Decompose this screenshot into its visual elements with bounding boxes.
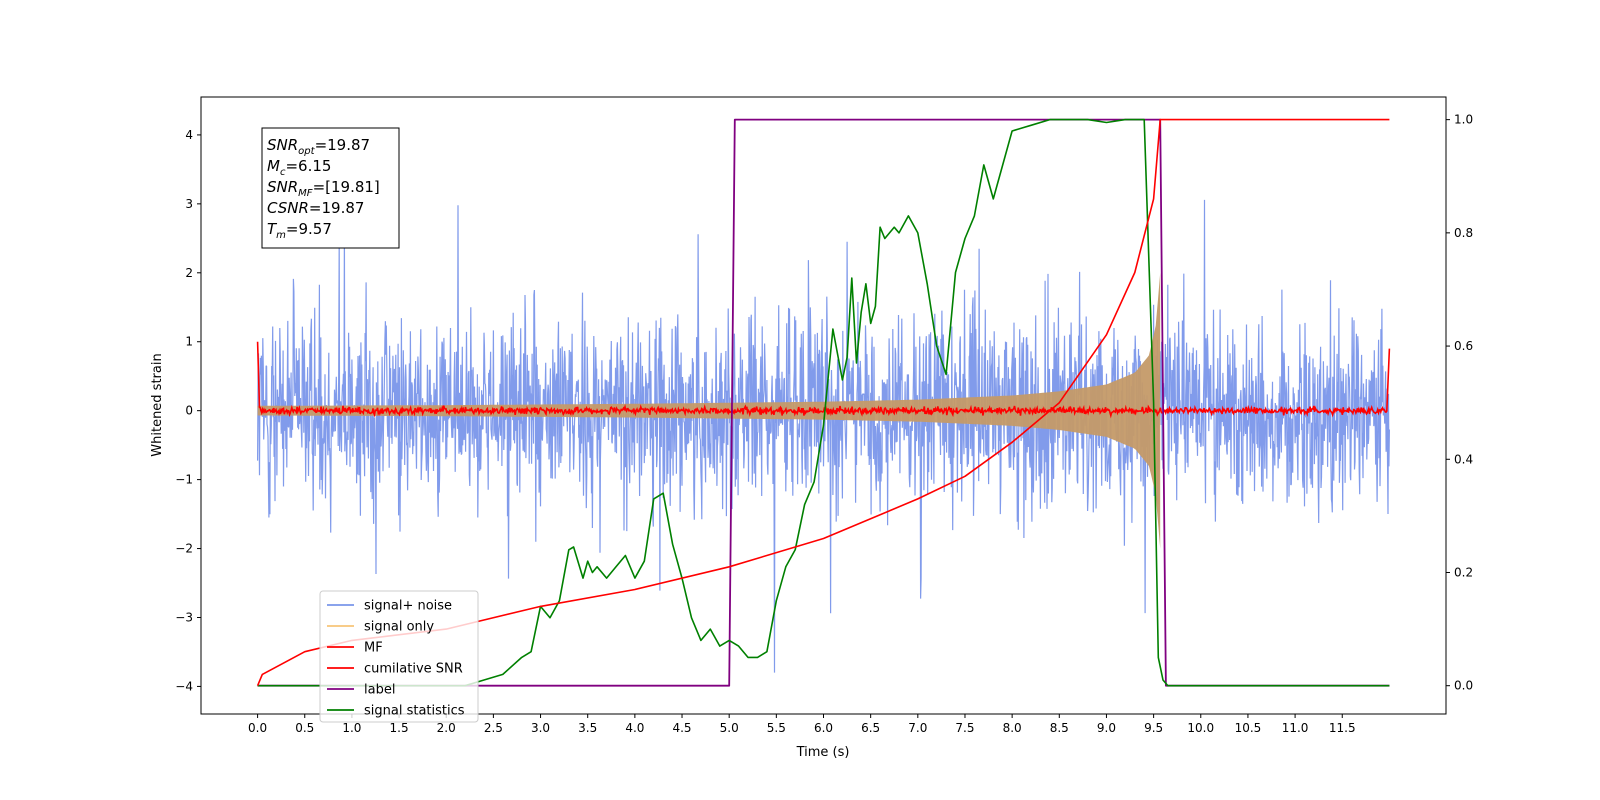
y-tick-label-left: 1 <box>185 335 193 349</box>
x-tick-label: 9.5 <box>1144 721 1163 735</box>
series-signal-only <box>257 272 1161 549</box>
x-tick-label: 0.5 <box>295 721 314 735</box>
x-tick-label: 9.0 <box>1097 721 1116 735</box>
x-tick-label: 7.0 <box>908 721 927 735</box>
y-tick-label-left: −3 <box>175 610 193 624</box>
y-tick-label-left: 4 <box>185 128 193 142</box>
legend-frame <box>319 590 479 723</box>
y-axis-left: −4 −3 −2 −1 0 1 2 3 4 <box>175 128 201 693</box>
series-signal-noise <box>257 199 1390 673</box>
y-tick-label-left: −4 <box>175 679 193 693</box>
x-tick-label: 6.0 <box>814 721 833 735</box>
y-tick-label-right: 0.8 <box>1454 226 1473 240</box>
legend-item-label: label <box>364 683 395 698</box>
x-tick-label: 4.0 <box>625 721 644 735</box>
x-tick-label: 10.0 <box>1187 721 1214 735</box>
series-mf <box>256 341 1391 419</box>
legend-item-label: signal statistics <box>364 704 465 719</box>
annotation-line: SNRMF=[19.81] <box>267 178 380 199</box>
y-tick-label-left: 2 <box>185 266 193 280</box>
legend-item-label: MF <box>364 641 383 656</box>
x-tick-label: 0.0 <box>248 721 267 735</box>
y-tick-label-left: −1 <box>175 473 193 487</box>
y-tick-label-left: −2 <box>175 542 193 556</box>
annotation-frame <box>261 127 400 249</box>
x-tick-label: 5.5 <box>767 721 786 735</box>
y-tick-label-right: 0.4 <box>1454 452 1473 466</box>
x-axis-label: Time (s) <box>796 745 850 760</box>
y-tick-label-right: 1.0 <box>1454 113 1473 127</box>
y-tick-label-right: 0.0 <box>1454 679 1473 693</box>
plot-area <box>256 118 1391 687</box>
legend-item-label: cumilative SNR <box>364 662 463 677</box>
annotation-line: Tm=9.57 <box>267 220 332 241</box>
x-tick-label: 6.5 <box>861 721 880 735</box>
y-axis-label-left: Whitened strain <box>150 353 165 456</box>
legend-item-label: signal only <box>364 620 434 635</box>
y-tick-label-left: 0 <box>185 404 193 418</box>
x-tick-label: 1.0 <box>342 721 361 735</box>
x-axis: 0.0 0.5 1.0 1.5 2.0 2.5 3.0 3.5 4.0 4.5 5.0 5.5 6.0 6… <box>248 714 1356 735</box>
legend-item-label: signal+ noise <box>364 599 452 614</box>
x-tick-label: 7.5 <box>955 721 974 735</box>
x-tick-label: 8.5 <box>1050 721 1069 735</box>
y-tick-label-right: 0.2 <box>1454 565 1473 579</box>
x-tick-label: 3.5 <box>578 721 597 735</box>
y-tick-label-left: 3 <box>185 197 193 211</box>
x-tick-label: 11.0 <box>1282 721 1309 735</box>
x-tick-label: 11.5 <box>1329 721 1356 735</box>
legend: signal+ noise signal only MF cumilative SNR… <box>319 590 479 723</box>
x-tick-label: 2.5 <box>484 721 503 735</box>
x-tick-label: 3.0 <box>531 721 550 735</box>
x-tick-label: 1.5 <box>390 721 409 735</box>
x-tick-label: 5.0 <box>720 721 739 735</box>
x-tick-label: 2.0 <box>437 721 456 735</box>
x-tick-label: 8.0 <box>1003 721 1022 735</box>
annotation-line: CSNR=19.87 <box>267 199 364 217</box>
x-tick-label: 10.5 <box>1235 721 1262 735</box>
series-signal-statistics <box>257 118 1390 687</box>
y-axis-right: 0.0 0.2 0.4 0.6 0.8 1.0 <box>1446 113 1473 693</box>
annotation-line: Mc=6.15 <box>267 157 331 178</box>
y-tick-label-right: 0.6 <box>1454 339 1473 353</box>
x-tick-label: 4.5 <box>672 721 691 735</box>
annotation-box: SNRopt=19.87Mc=6.15SNRMF=[19.81]CSNR=19.… <box>261 127 400 249</box>
annotation-line: SNRopt=19.87 <box>267 136 370 157</box>
